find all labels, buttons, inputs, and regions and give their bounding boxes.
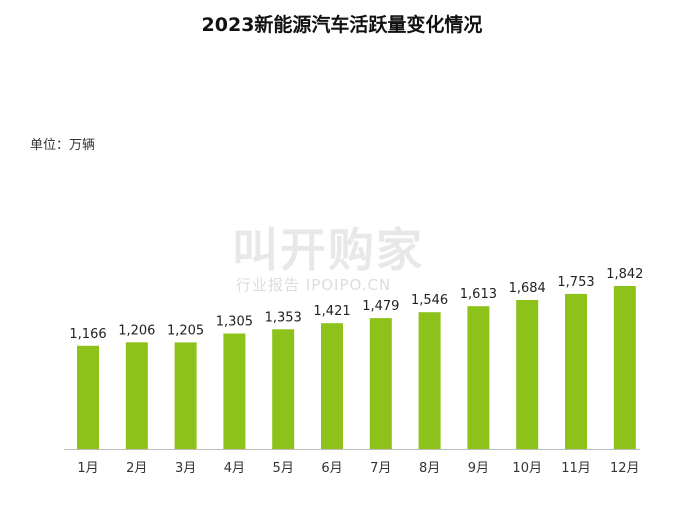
data-label: 1,753 xyxy=(557,275,594,290)
bar-12月 xyxy=(613,286,636,449)
bar-2月 xyxy=(125,342,148,449)
data-label: 1,842 xyxy=(606,267,643,282)
x-tick-label: 1月 xyxy=(77,461,98,476)
bar-8月 xyxy=(418,312,441,449)
watermark-main: 叫开购家 xyxy=(232,223,424,277)
bar-7月 xyxy=(369,318,392,449)
data-label: 1,205 xyxy=(167,323,204,338)
x-tick-label: 11月 xyxy=(561,461,591,476)
bar-11月 xyxy=(565,293,587,449)
x-tick-label: 8月 xyxy=(419,461,440,476)
x-tick-label: 9月 xyxy=(468,461,489,476)
x-tick-label: 7月 xyxy=(370,461,391,476)
x-tick-label: 10月 xyxy=(512,461,542,476)
bar-1月 xyxy=(77,345,99,449)
data-label: 1,166 xyxy=(69,327,106,342)
data-label: 1,684 xyxy=(509,281,546,296)
bar-3月 xyxy=(174,342,197,449)
x-tick-label: 5月 xyxy=(273,461,294,476)
x-tick-label: 6月 xyxy=(321,461,342,476)
watermark-sub: 行业报告 IPOIPO.CN xyxy=(236,276,392,294)
chart-title: 2023新能源汽车活跃量变化情况 xyxy=(201,14,483,36)
x-tick-label: 2月 xyxy=(126,461,147,476)
data-label: 1,206 xyxy=(118,323,155,338)
data-label: 1,613 xyxy=(460,287,497,302)
bar-4月 xyxy=(223,333,246,449)
unit-label: 单位：万辆 xyxy=(30,138,96,153)
x-tick-label: 3月 xyxy=(175,461,196,476)
x-tick-label: 12月 xyxy=(610,461,640,476)
bar-10月 xyxy=(516,300,539,449)
data-label: 1,353 xyxy=(265,310,302,325)
data-label: 1,421 xyxy=(313,304,350,319)
bar-9月 xyxy=(467,306,490,449)
data-label: 1,546 xyxy=(411,293,448,308)
bar-6月 xyxy=(321,323,343,449)
data-label: 1,305 xyxy=(216,315,253,330)
x-tick-label: 4月 xyxy=(224,461,245,476)
data-label: 1,479 xyxy=(362,299,399,314)
bar-5月 xyxy=(272,329,295,449)
